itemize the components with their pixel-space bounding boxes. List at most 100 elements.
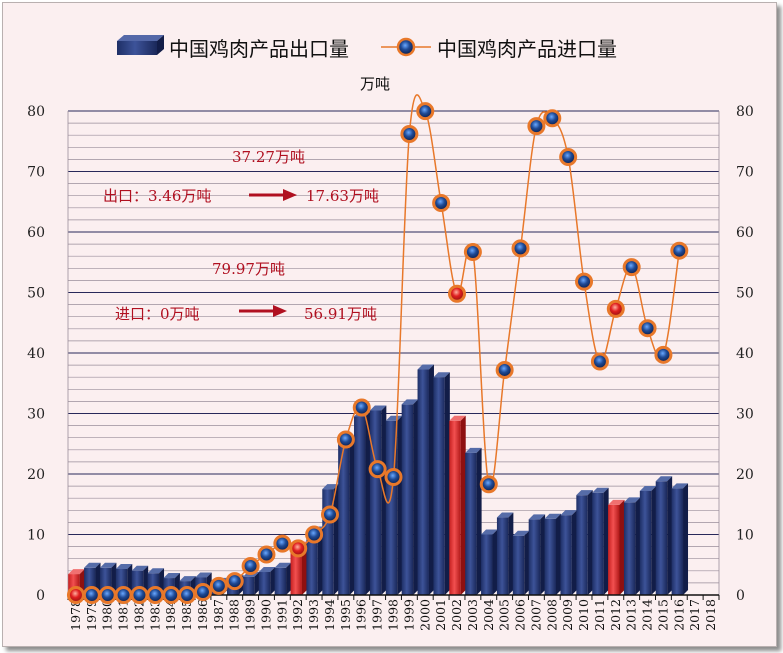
bar-side [524, 530, 530, 595]
bar-top [592, 487, 609, 493]
bar-front [496, 517, 509, 595]
bar-side [381, 405, 387, 595]
bar-front [385, 420, 398, 595]
bar-front [115, 568, 128, 595]
import-marker [162, 586, 181, 604]
bar-top [274, 562, 292, 568]
bar-front [608, 504, 620, 595]
bar-front [338, 443, 350, 595]
x-tick-label: 1994 [322, 599, 337, 631]
export-bar [417, 364, 434, 595]
bar-side [651, 485, 657, 595]
bar-top [608, 499, 625, 505]
bar-top [465, 447, 482, 453]
bar-front [544, 518, 556, 595]
bar-side [254, 571, 260, 595]
bar-side [476, 447, 482, 595]
import-marker [416, 102, 435, 121]
x-tick-label: 1989 [243, 599, 258, 631]
x-tick-label: 1992 [290, 599, 305, 631]
export-bar [481, 529, 498, 595]
x-tick-label: 1984 [163, 599, 178, 631]
export-bar [655, 476, 673, 595]
bar-side [397, 415, 403, 595]
export-bar [115, 563, 133, 595]
import-marker [543, 109, 562, 128]
bar-front [592, 492, 604, 595]
y-tick-label-left: 30 [27, 407, 45, 423]
bar-side [540, 514, 546, 595]
bar-front [274, 567, 287, 595]
bar-top [195, 572, 212, 578]
x-tick-label: 2013 [624, 599, 639, 631]
y-tick-label-right: 30 [736, 407, 754, 423]
x-tick-label: 1983 [147, 599, 162, 631]
annotation-export-to: 17.63万吨 [306, 187, 379, 205]
bar-front [512, 535, 525, 595]
export-bar [496, 512, 514, 595]
bar-front [623, 502, 636, 595]
export-bar [84, 562, 101, 595]
bar-front [449, 420, 461, 595]
import-marker [384, 468, 403, 487]
import-marker [448, 284, 467, 303]
x-tick-label: 2016 [671, 599, 686, 631]
x-tick-label: 2009 [560, 599, 575, 631]
x-tick-label: 1978 [68, 599, 83, 631]
bar-front [290, 546, 302, 595]
bar-front [433, 377, 445, 595]
y-tick-label-right: 40 [736, 346, 754, 362]
annotation-export-from: 出口：3.46万吨 [103, 187, 211, 205]
bar-side [270, 567, 276, 595]
bar-side [492, 529, 498, 595]
export-bar [99, 562, 117, 595]
annotation-import-to: 56.91万吨 [304, 305, 377, 323]
export-bar [433, 372, 450, 595]
export-bar [560, 510, 577, 595]
x-tick-label: 1988 [227, 599, 242, 631]
bar-top [512, 530, 530, 536]
annotation-import-arrow [239, 305, 287, 317]
import-marker [225, 572, 244, 591]
bar-front [147, 573, 160, 595]
bar-front [417, 369, 429, 595]
x-tick-label: 2005 [497, 599, 512, 631]
import-marker [193, 582, 212, 601]
import-marker [273, 534, 292, 553]
bar-top [560, 510, 577, 516]
bar-top [115, 563, 133, 569]
import-marker [114, 586, 133, 604]
y-axis-left: 0 10 20 30 40 50 60 70 80 [27, 104, 45, 604]
bar-side [413, 399, 419, 595]
bar-side [286, 562, 292, 595]
y-tick-label-left: 50 [27, 286, 45, 302]
bar-side [317, 526, 323, 595]
export-bar [528, 514, 546, 595]
x-tick-label: 2006 [513, 599, 528, 631]
bar-side [619, 499, 625, 595]
x-tick-label: 1998 [386, 599, 401, 631]
bar-front [99, 567, 112, 595]
y-tick-label-right: 70 [736, 165, 754, 181]
legend: 中国鸡肉产品出口量 中国鸡肉产品进口量 [117, 35, 617, 61]
legend-import-label: 中国鸡肉产品进口量 [437, 37, 617, 61]
import-marker [432, 193, 451, 212]
export-bar [623, 497, 641, 595]
bar-side [571, 510, 577, 595]
x-tick-label: 2017 [687, 599, 702, 631]
bar-top [481, 529, 498, 535]
import-marker [352, 398, 371, 417]
bar-side [428, 364, 434, 595]
bar-side [444, 372, 450, 595]
bar-top [258, 567, 276, 573]
bar-top [322, 484, 339, 490]
bar-top [433, 372, 450, 378]
import-marker [241, 556, 260, 575]
bar-side [349, 438, 355, 595]
import-markers [66, 102, 689, 604]
bar-top [131, 565, 149, 571]
annotation-export-max: 37.27万吨 [232, 148, 305, 166]
import-marker [305, 525, 324, 544]
export-bar [592, 487, 609, 595]
import-marker [130, 586, 149, 604]
